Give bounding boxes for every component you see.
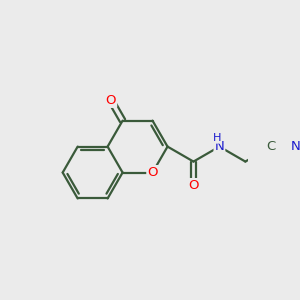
Text: N: N <box>291 140 300 153</box>
Text: O: O <box>106 94 116 107</box>
Text: O: O <box>188 179 199 192</box>
Text: O: O <box>147 166 158 179</box>
Text: C: C <box>267 140 276 153</box>
Text: H: H <box>212 133 221 143</box>
Text: N: N <box>214 140 224 153</box>
